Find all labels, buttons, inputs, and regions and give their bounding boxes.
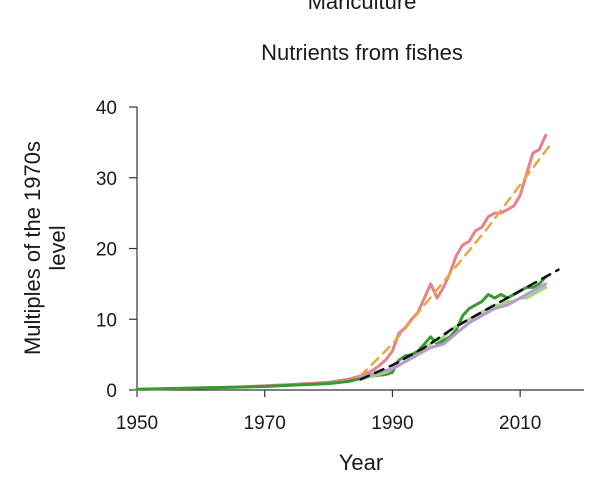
y-tick-label: 20 bbox=[96, 240, 117, 261]
series-line-3 bbox=[135, 275, 548, 391]
data-lines bbox=[135, 133, 560, 391]
series-line-6 bbox=[359, 268, 560, 381]
series-line-2 bbox=[359, 141, 554, 378]
x-tick-label: 2010 bbox=[499, 413, 541, 434]
series-line-5 bbox=[359, 282, 548, 379]
y-tick-label: 40 bbox=[96, 98, 117, 119]
axes: 1950 1970 1990 2010 0 10 20 30 40 bbox=[96, 98, 584, 434]
chart-title: Nutrients from fishes bbox=[261, 40, 463, 65]
x-tick-label: 1990 bbox=[371, 413, 413, 434]
x-axis-title: Year bbox=[339, 450, 383, 475]
y-tick-label: 0 bbox=[106, 381, 117, 402]
x-tick-label: 1970 bbox=[244, 413, 286, 434]
top-label: Mariculture bbox=[308, 0, 417, 14]
y-axis-title-line: level bbox=[45, 225, 70, 270]
y-axis-title-line: Multiples of the 1970s bbox=[20, 141, 45, 355]
series-line-1 bbox=[135, 133, 548, 391]
y-axis-title: Multiples of the 1970slevel bbox=[20, 141, 70, 355]
y-tick-label: 10 bbox=[96, 310, 117, 331]
x-tick-label: 1950 bbox=[116, 413, 158, 434]
y-tick-label: 30 bbox=[96, 169, 117, 190]
